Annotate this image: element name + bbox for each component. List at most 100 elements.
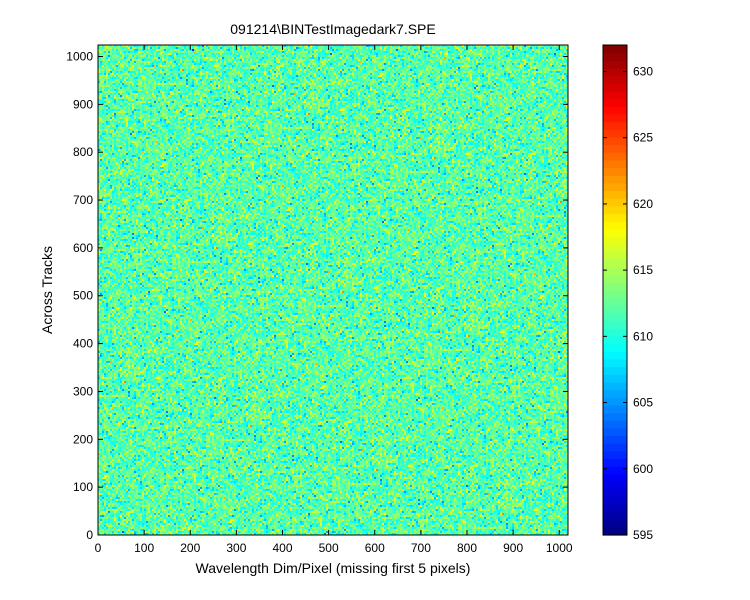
colorbar-band — [603, 251, 627, 260]
x-tick-label: 200 — [180, 541, 200, 555]
y-tick-label: 0 — [86, 528, 93, 542]
colorbar-band — [603, 504, 627, 513]
colorbar-band — [603, 121, 627, 130]
y-tick-label: 400 — [73, 337, 93, 351]
colorbar-band — [603, 496, 627, 505]
x-tick-label: 500 — [319, 541, 339, 555]
colorbar-band — [603, 198, 627, 207]
y-axis-ticks: 0 100 200 300 400 500 600 700 800 900 1000 — [66, 49, 568, 542]
colorbar-band — [603, 205, 627, 215]
colorbar-band — [603, 159, 627, 169]
x-tick-label: 900 — [503, 541, 523, 555]
colorbar-band — [603, 389, 627, 398]
colorbar-band — [603, 45, 627, 54]
colorbar-band — [603, 427, 627, 437]
colorbar-tick-label: 625 — [633, 131, 653, 145]
colorbar-band — [603, 466, 627, 475]
colorbar-band — [603, 129, 627, 138]
colorbar-band — [603, 267, 627, 276]
colorbar-band — [603, 152, 627, 161]
colorbar-band — [603, 527, 627, 536]
colorbar-band — [603, 282, 627, 291]
y-tick-label: 700 — [73, 193, 93, 207]
y-tick-label: 600 — [73, 241, 93, 255]
colorbar-tick-label: 595 — [633, 528, 653, 542]
plot-area — [97, 44, 569, 536]
colorbar-band — [603, 236, 627, 245]
colorbar-band — [603, 458, 627, 467]
y-tick-label: 1000 — [66, 49, 93, 63]
colorbar-tick-label: 600 — [633, 462, 653, 476]
y-tick-label: 200 — [73, 432, 93, 446]
colorbar-band — [603, 435, 627, 444]
colorbar-band — [603, 175, 627, 184]
x-axis-ticks: 0 100 200 300 400 500 600 700 800 900 1000 — [95, 45, 573, 555]
colorbar-band — [603, 98, 627, 107]
colorbar-band — [603, 320, 627, 329]
colorbar-band — [603, 259, 627, 268]
colorbar-tick-label: 610 — [633, 329, 653, 343]
colorbar-band — [603, 106, 627, 115]
colorbar-band — [603, 519, 627, 528]
colorbar-band — [603, 244, 627, 253]
x-tick-label: 1000 — [546, 541, 573, 555]
colorbar-band — [603, 489, 627, 498]
colorbar: 595 600 605 610 615 620 625 630 — [602, 44, 653, 542]
y-tick-label: 500 — [73, 289, 93, 303]
colorbar-band — [603, 83, 627, 92]
colorbar-band — [603, 228, 627, 238]
colorbar-band — [603, 420, 627, 429]
x-tick-label: 0 — [95, 541, 102, 555]
colorbar-band — [603, 374, 627, 383]
colorbar-band — [603, 397, 627, 406]
colorbar-band — [603, 52, 627, 61]
colorbar-band — [603, 305, 627, 314]
colorbar-band — [603, 473, 627, 483]
colorbar-frame — [602, 44, 628, 536]
colorbar-band — [603, 450, 627, 460]
colorbar-band — [603, 366, 627, 375]
colorbar-band — [603, 213, 627, 222]
colorbar-tick-label: 615 — [633, 263, 653, 277]
chart-title: 091214\BINTestImagedark7.SPE — [230, 21, 435, 37]
x-tick-label: 800 — [457, 541, 477, 555]
colorbar-gradient — [603, 45, 627, 536]
colorbar-band — [603, 512, 627, 521]
colorbar-band — [603, 136, 627, 146]
colorbar-band — [603, 312, 627, 322]
colorbar-band — [603, 290, 627, 299]
colorbar-band — [603, 381, 627, 391]
colorbar-band — [603, 167, 627, 176]
x-tick-label: 700 — [411, 541, 431, 555]
colorbar-band — [603, 144, 627, 153]
y-tick-label: 300 — [73, 384, 93, 398]
colorbar-band — [603, 328, 627, 337]
y-axis-label: Across Tracks — [39, 246, 55, 334]
colorbar-tick-label: 620 — [633, 197, 653, 211]
colorbar-ticks: 595 600 605 610 615 620 625 630 — [603, 64, 653, 542]
colorbar-band — [603, 358, 627, 368]
plot-frame — [97, 44, 569, 536]
colorbar-band — [603, 443, 627, 452]
colorbar-band — [603, 190, 627, 199]
colorbar-band — [603, 412, 627, 421]
colorbar-band — [603, 67, 627, 77]
colorbar-band — [603, 351, 627, 360]
y-tick-label: 800 — [73, 145, 93, 159]
colorbar-band — [603, 404, 627, 414]
x-tick-label: 100 — [134, 541, 154, 555]
colorbar-band — [603, 113, 627, 123]
y-tick-label: 100 — [73, 480, 93, 494]
colorbar-tick-label: 605 — [633, 396, 653, 410]
x-tick-label: 300 — [226, 541, 246, 555]
colorbar-band — [603, 75, 627, 84]
x-tick-label: 600 — [365, 541, 385, 555]
colorbar-band — [603, 297, 627, 306]
colorbar-band — [603, 182, 627, 192]
colorbar-band — [603, 60, 627, 69]
colorbar-band — [603, 221, 627, 230]
colorbar-band — [603, 343, 627, 352]
colorbar-band — [603, 274, 627, 283]
heatmap-image — [98, 45, 568, 535]
